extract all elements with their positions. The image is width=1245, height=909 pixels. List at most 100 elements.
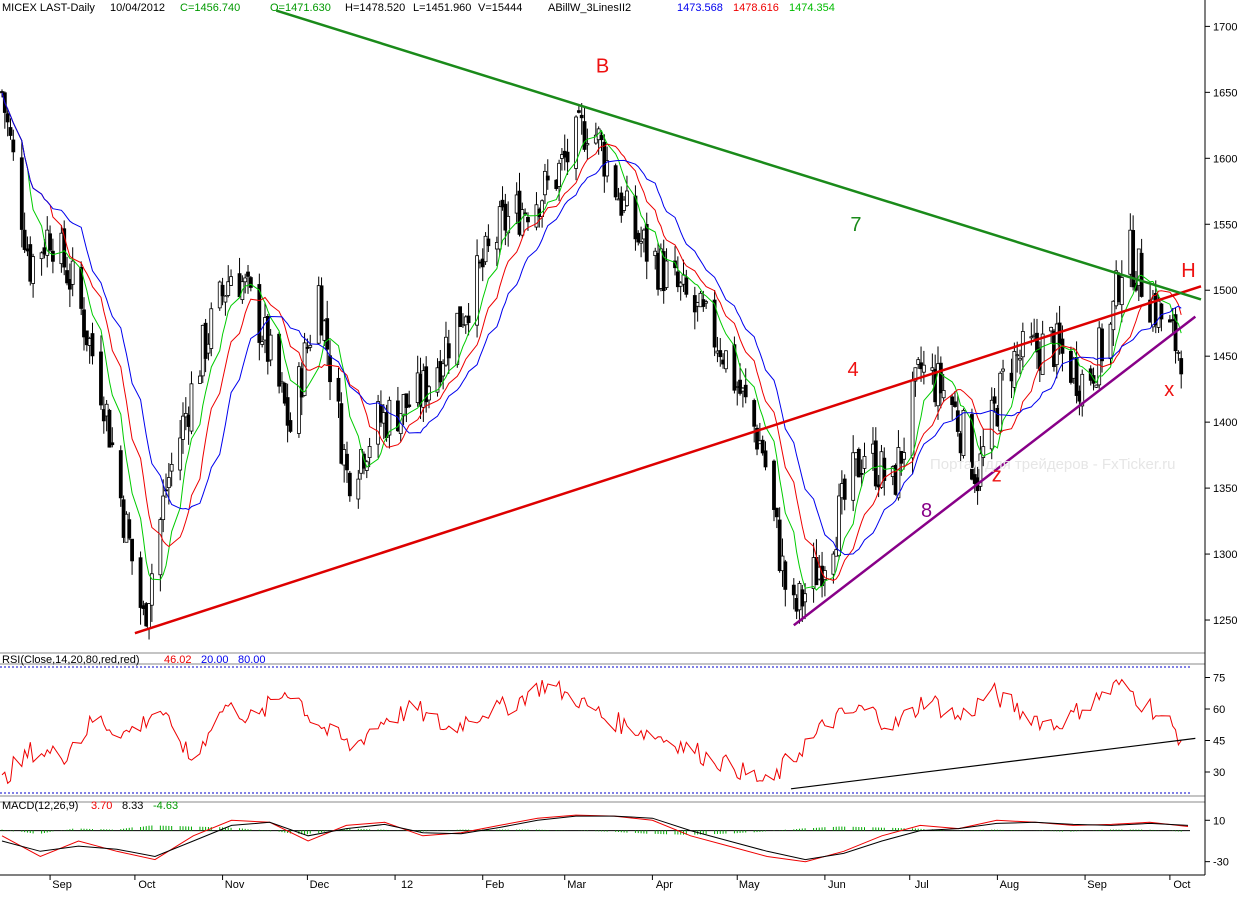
candle-body (404, 393, 409, 408)
candle-body (1015, 354, 1020, 357)
candle-body (147, 603, 151, 629)
price-tick-label: 1550 (1213, 219, 1237, 231)
macd-panel (0, 814, 1190, 863)
candle-body (938, 362, 943, 394)
candle-body (625, 190, 629, 207)
price-panel: B Hx z 7 4 8 (0, 9, 1202, 640)
candle-body (339, 403, 344, 464)
candle-body (557, 162, 561, 187)
candle-body (1179, 358, 1184, 375)
macd-signal-line (1, 815, 1189, 861)
time-tick-label: Apr (656, 879, 673, 891)
candle-body (387, 399, 392, 436)
candle-body (246, 271, 250, 277)
candle-body (302, 342, 307, 396)
candle-body (673, 260, 677, 269)
candle-body (791, 584, 796, 596)
time-tick-label: Jul (915, 879, 929, 891)
candle-body (1080, 373, 1085, 407)
time-tick-label: Dec (310, 879, 330, 891)
watermark: Портал для трейдеров - FxTicker.ru (930, 456, 1176, 473)
candle-body (39, 252, 44, 260)
candle-body (718, 350, 723, 358)
candle-body (582, 121, 587, 150)
candle-body (831, 553, 836, 575)
time-tick-label: Sep (52, 879, 72, 891)
time-tick-label: May (739, 879, 760, 891)
candle-body (1119, 277, 1124, 306)
candle-body (107, 409, 112, 448)
ma-slow-line (1, 92, 1182, 556)
candle-body (978, 453, 983, 487)
rsi-line (1, 678, 1182, 785)
candle-body (526, 216, 530, 223)
rsi-tick-label: 75 (1213, 673, 1225, 685)
candle-body (743, 384, 748, 398)
candle-body (1100, 328, 1104, 362)
candle-body (458, 306, 463, 327)
candle-body (675, 271, 680, 288)
candle-body (149, 573, 154, 606)
candle-body (955, 410, 960, 432)
close-value: C=1456.740 (180, 2, 241, 14)
rsi-label: RSI(Close,14,20,80,red,red) (2, 654, 140, 666)
time-tick-label: Feb (485, 879, 504, 891)
candle-body (970, 414, 974, 480)
candle-body (961, 410, 966, 456)
candle-body (981, 446, 986, 458)
candle-body (896, 447, 901, 499)
candle-body (189, 383, 194, 432)
candle-body (989, 399, 994, 450)
candle-body (1176, 351, 1181, 354)
rsi-tick-label: 45 (1213, 736, 1225, 748)
candle-body (51, 250, 55, 262)
candle-body (166, 477, 171, 489)
candle-body (1108, 323, 1113, 360)
candle-body (998, 372, 1003, 432)
candle-body (644, 224, 649, 262)
candle-body (732, 344, 737, 391)
candle-body (755, 427, 759, 450)
candle-body (62, 228, 67, 268)
candle-body (500, 199, 505, 208)
candle-body (543, 170, 547, 196)
annotation-label: x (1164, 379, 1174, 401)
candle-body (921, 364, 926, 373)
candle-body (127, 519, 132, 539)
time-tick-label: Sep (1087, 879, 1107, 891)
candle-body (506, 215, 511, 234)
candle-body (328, 355, 332, 383)
candle-body (110, 442, 115, 446)
candle-body (602, 141, 607, 177)
candle-body (585, 143, 590, 146)
candle-body (446, 343, 451, 359)
macd-label: MACD(12,26,9) (2, 800, 79, 812)
candle-body (579, 114, 584, 119)
candle-body (347, 472, 352, 497)
price-tick-label: 1600 (1213, 153, 1237, 165)
candle-body (82, 309, 86, 338)
candle-body (842, 478, 847, 500)
candle-body (407, 404, 412, 407)
candle-body (950, 396, 955, 406)
candle-body (181, 415, 185, 440)
candle-body (576, 110, 581, 113)
candle-body (1094, 384, 1099, 388)
candle-body (480, 258, 485, 268)
high-value: H=1478.520 (345, 2, 406, 14)
candle-body (325, 318, 330, 350)
candle-body (22, 229, 27, 250)
ma-mid-line (1, 92, 1182, 581)
candle-body (99, 351, 103, 406)
candle-body (336, 377, 341, 402)
candle-body (19, 157, 24, 230)
candle-body (803, 593, 808, 603)
candle-body (161, 495, 166, 521)
candle-body (639, 241, 643, 244)
candle-body (1029, 336, 1034, 339)
annotation-label: z (992, 465, 1002, 487)
candle-body (545, 175, 550, 181)
macd-tick-label: -30 (1213, 857, 1229, 869)
candle-body (837, 495, 841, 557)
